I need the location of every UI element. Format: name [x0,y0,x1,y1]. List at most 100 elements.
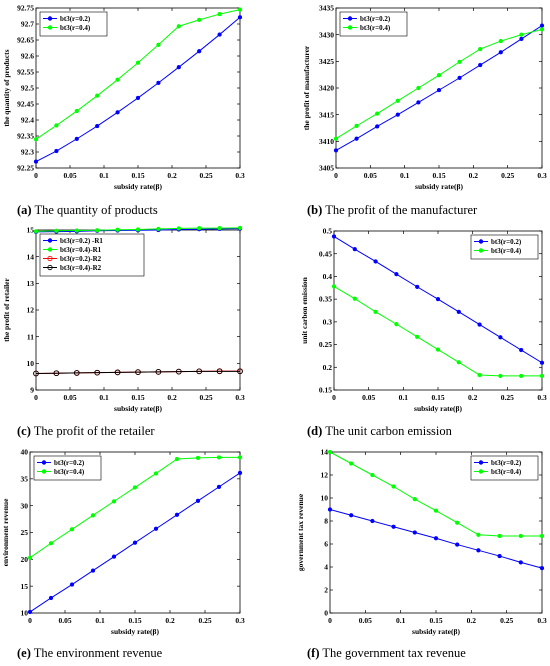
chart-svg: 0 0.05 0.1 0.15 0.2 0.25 0.3 0 2 4 6 8 10 12 14 subsidy… [296,448,547,636]
legend-label: bt3(r=0.2) -R1 [60,237,103,245]
caption-letter: (c) [17,424,31,438]
caption-f: (f) The government tax revenue [307,646,466,661]
y-tick-label: 0 [324,609,328,618]
legend-label: bt3(r=0.4)-R1 [60,246,102,254]
data-point [156,80,161,86]
y-tick-label: 35 [21,474,29,483]
legend-label: bt3(r=0.4) [360,24,391,32]
y-tick-label: 6 [324,540,328,549]
x-tick-label: 0.1 [95,616,105,625]
x-tick-label: 0.3 [537,171,547,180]
y-tick-label: 25 [21,528,29,537]
data-point [433,508,439,513]
caption-letter: (d) [307,424,323,438]
data-point [135,60,141,65]
caption-letter: (b) [307,203,323,217]
y-axis-label: the profit of retailer [2,278,11,342]
data-point [519,347,524,353]
data-point [416,100,421,105]
x-tick-label: 0.3 [235,171,245,180]
caption-e: (e) The environment revenue [17,646,162,661]
legend: bt3(r=0.2) -R1bt3(r=0.4)-R1bt3(r=0.2)-R2… [39,233,145,277]
x-tick-label: 0.25 [500,616,513,625]
data-point [478,46,483,52]
legend-item: bt3(r=0.2) [37,459,85,467]
data-point [518,533,523,539]
x-tick-label: 0.1 [396,616,406,625]
x-tick-label: 0.25 [199,171,212,180]
y-axis-label: unit carbon emission [300,276,309,344]
x-tick-label: 0.3 [235,393,245,402]
data-point [395,98,400,103]
chart-svg: 0 0.05 0.1 0.15 0.2 0.25 0.3 3405 3410 3415 3420 34… [302,4,547,191]
data-point [477,322,482,327]
data-point [135,227,141,232]
data-point [435,296,441,302]
data-point [48,541,54,546]
series-bt3-r-0-2 [327,507,545,571]
data-point [176,24,181,29]
panel-unit-carbon-emission: 0 0.05 0.1 0.15 0.2 0.25 0.3 0.15 0.2 0.25 0.3 0.35… [275,222,550,427]
data-point [135,369,141,375]
data-point [352,296,357,301]
caption-text: The quantity of products [34,203,158,217]
caption-text: The profit of the retailer [33,424,155,438]
y-axis-label: the profit of manufacturer [302,45,311,130]
x-tick-label: 0 [34,393,38,402]
y-tick-label: 3420 [319,84,334,93]
legend-box [39,11,108,37]
x-tick-label: 0.25 [501,171,514,180]
data-point [354,123,359,129]
y-tick-label: 12 [321,471,329,480]
panel-quantity-of-products: 0 0.05 0.1 0.15 0.2 0.25 0.3 92.25 92.3 92.35 92.4… [0,0,275,205]
y-tick-label: 92.35 [17,132,34,141]
data-point [435,347,441,352]
data-point [217,225,222,231]
data-point [114,369,121,376]
x-tick-label: 0.05 [362,393,375,402]
y-tick-label: 12 [27,306,35,315]
legend-swatch-marker [478,248,484,253]
data-point [197,17,202,22]
y-tick-label: 10 [27,359,35,368]
legend-label: bt3(r=0.2) [60,15,91,23]
legend-swatch-marker [478,469,484,474]
series-bt3-r-0-4-r1 [33,225,243,234]
y-tick-label: 92.3 [21,148,34,157]
y-tick-label: 92.7 [21,20,34,29]
x-tick-label: 0 [28,616,32,625]
x-tick-label: 0 [334,171,338,180]
panel-environment-revenue: 0 0.05 0.1 0.15 0.2 0.25 0.3 10 15 20 25 30 35 40 subs… [0,443,275,648]
y-tick-label: 14 [321,448,329,457]
x-tick-label: 0.3 [537,393,547,402]
series-bt3-r-0-4 [327,449,545,539]
data-point [132,540,138,545]
data-point [373,259,378,264]
legend-label: bt3(r=0.2) [491,238,522,246]
data-point [195,498,201,503]
y-tick-label: 2 [324,586,328,595]
series-bt3-r-0-2 [27,470,243,615]
data-point [333,148,339,153]
legend-swatch-marker [478,460,484,465]
data-point [478,62,483,68]
y-tick-label: 92.65 [17,36,34,45]
x-tick-label: 0.1 [99,171,109,180]
data-point [519,32,524,37]
x-tick-label: 0.05 [58,616,71,625]
data-point [498,373,503,379]
data-point [33,370,39,377]
data-point [436,87,442,93]
legend-box [339,11,408,37]
x-axis-label: subsidy rate(β) [412,627,460,636]
data-point [196,368,203,375]
y-tick-label: 3405 [319,164,334,173]
x-tick-label: 0.15 [432,171,445,180]
y-tick-label: 92.6 [21,52,34,61]
legend-label: bt3(r=0.4) [491,468,522,476]
data-point [153,471,159,476]
x-axis-label: subsidy rate(β) [414,404,462,413]
panel-government-tax-revenue: 0 0.05 0.1 0.15 0.2 0.25 0.3 0 2 4 6 8 10 12 14 subsidy… [275,443,550,648]
data-point [498,335,503,340]
